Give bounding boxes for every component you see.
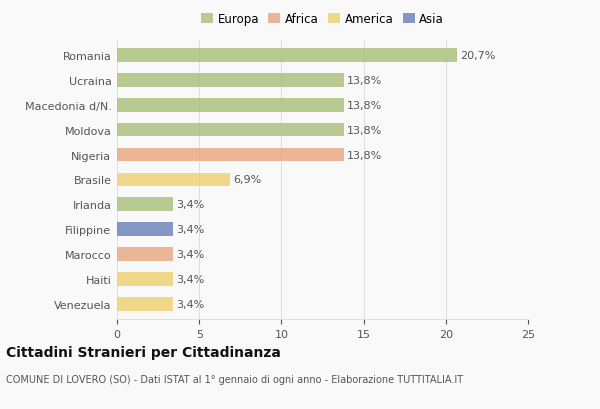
Bar <box>117 247 173 261</box>
Text: 3,4%: 3,4% <box>176 274 205 284</box>
Text: 3,4%: 3,4% <box>176 225 205 235</box>
Bar <box>117 173 230 187</box>
Bar <box>117 148 344 162</box>
Bar <box>117 99 344 112</box>
Text: 3,4%: 3,4% <box>176 299 205 309</box>
Bar <box>117 223 173 236</box>
Bar <box>117 297 173 311</box>
Bar <box>117 272 173 286</box>
Text: COMUNE DI LOVERO (SO) - Dati ISTAT al 1° gennaio di ogni anno - Elaborazione TUT: COMUNE DI LOVERO (SO) - Dati ISTAT al 1°… <box>6 374 463 384</box>
Text: 3,4%: 3,4% <box>176 249 205 259</box>
Text: Cittadini Stranieri per Cittadinanza: Cittadini Stranieri per Cittadinanza <box>6 346 281 360</box>
Bar <box>117 124 344 137</box>
Text: 13,8%: 13,8% <box>347 101 382 110</box>
Bar <box>117 49 457 63</box>
Legend: Europa, Africa, America, Asia: Europa, Africa, America, Asia <box>201 13 444 27</box>
Bar <box>117 198 173 211</box>
Text: 3,4%: 3,4% <box>176 200 205 210</box>
Text: 13,8%: 13,8% <box>347 76 382 85</box>
Text: 13,8%: 13,8% <box>347 125 382 135</box>
Bar <box>117 74 344 88</box>
Text: 20,7%: 20,7% <box>461 51 496 61</box>
Text: 13,8%: 13,8% <box>347 150 382 160</box>
Text: 6,9%: 6,9% <box>234 175 262 185</box>
